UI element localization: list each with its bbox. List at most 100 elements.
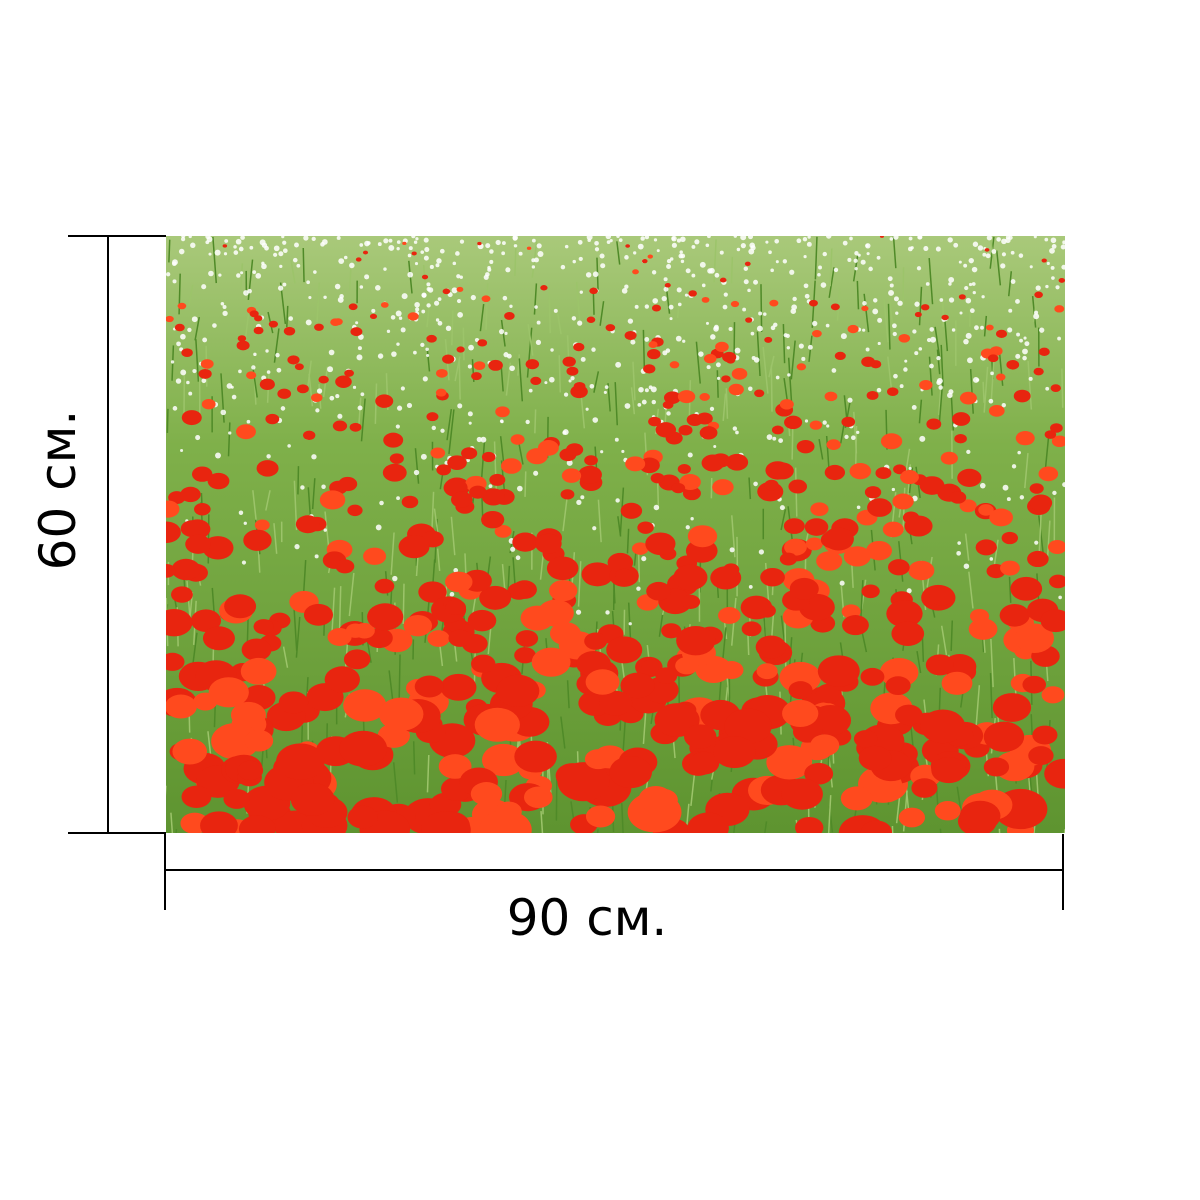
daisy <box>266 454 271 459</box>
poppy <box>303 430 316 440</box>
grass-stem <box>450 516 456 556</box>
daisy <box>349 262 355 269</box>
daisy <box>534 257 539 263</box>
poppy <box>383 432 404 448</box>
daisy <box>981 295 985 299</box>
grass-stem <box>308 373 314 407</box>
poppy <box>931 756 967 784</box>
grass-stem <box>853 411 858 454</box>
poppy <box>514 647 536 664</box>
daisy <box>740 243 746 249</box>
daisy <box>600 450 604 454</box>
daisy <box>854 251 859 256</box>
daisy <box>666 258 672 264</box>
poppy <box>724 708 772 744</box>
poppy <box>606 636 643 664</box>
daisy <box>939 298 944 302</box>
poppy <box>788 479 808 494</box>
poppy <box>418 581 447 603</box>
poppy <box>185 534 211 554</box>
grass-stem <box>227 422 231 457</box>
poppy <box>673 564 708 591</box>
poppy <box>426 412 439 422</box>
poppy <box>584 455 598 466</box>
grass-stem <box>479 303 485 332</box>
poppy <box>641 259 648 264</box>
poppy <box>450 491 473 508</box>
grass-stem <box>451 310 454 346</box>
daisy <box>966 449 971 454</box>
poppy <box>477 241 482 246</box>
daisy <box>249 245 254 250</box>
grass-stem <box>560 716 566 749</box>
daisy <box>579 290 583 294</box>
poppy <box>347 504 363 517</box>
poppy <box>256 460 279 477</box>
poppy <box>867 498 893 517</box>
daisy <box>957 541 961 545</box>
daisy <box>549 376 555 383</box>
grass-stem <box>725 388 729 419</box>
poppy <box>796 439 815 454</box>
poppy <box>201 399 216 410</box>
poppy <box>1029 494 1053 512</box>
daisy <box>1015 353 1021 359</box>
daisy <box>748 584 753 589</box>
daisy <box>1058 595 1062 600</box>
daisy <box>296 263 301 268</box>
daisy <box>985 253 991 259</box>
poppy <box>378 697 424 731</box>
daisy <box>498 329 505 335</box>
poppy <box>235 424 256 440</box>
daisy <box>600 263 606 269</box>
poppy <box>166 315 174 323</box>
poppy <box>817 655 860 687</box>
daisy <box>201 378 207 384</box>
daisy <box>715 362 721 368</box>
poppy <box>847 324 859 334</box>
daisy <box>680 259 685 264</box>
poppy-field-photo <box>166 236 1065 833</box>
daisy <box>644 337 650 342</box>
grass-stem <box>928 258 934 305</box>
daisy <box>876 387 882 393</box>
daisy <box>768 250 772 255</box>
poppy <box>1048 540 1065 555</box>
daisy <box>456 274 461 279</box>
daisy <box>525 419 530 425</box>
daisy <box>575 609 582 615</box>
poppy <box>650 472 665 484</box>
daisy <box>1060 244 1065 250</box>
poppy <box>921 304 930 311</box>
poppy <box>246 371 257 380</box>
daisy <box>383 267 387 271</box>
poppy <box>999 604 1030 627</box>
daisy <box>1055 285 1060 290</box>
daisy <box>371 308 376 313</box>
grass-stem <box>293 480 298 531</box>
grass-stem <box>968 571 974 609</box>
daisy <box>887 276 893 282</box>
daisy <box>679 250 683 254</box>
daisy <box>637 403 642 407</box>
daisy <box>908 236 913 241</box>
daisy <box>698 351 704 357</box>
poppy <box>411 251 417 256</box>
daisy <box>243 290 249 296</box>
daisy <box>1057 336 1061 341</box>
poppy <box>688 751 720 775</box>
poppy <box>779 552 797 566</box>
daisy <box>666 264 672 270</box>
daisy <box>436 258 442 264</box>
grass-stem <box>642 329 646 369</box>
poppy <box>615 568 634 582</box>
daisy <box>288 316 294 321</box>
daisy <box>536 243 542 249</box>
grass-stem <box>252 366 258 398</box>
daisy <box>570 376 575 381</box>
daisy <box>857 253 861 257</box>
daisy <box>740 236 747 241</box>
poppy <box>771 425 784 435</box>
grass-stem <box>398 654 401 700</box>
grass-stem <box>290 259 296 284</box>
